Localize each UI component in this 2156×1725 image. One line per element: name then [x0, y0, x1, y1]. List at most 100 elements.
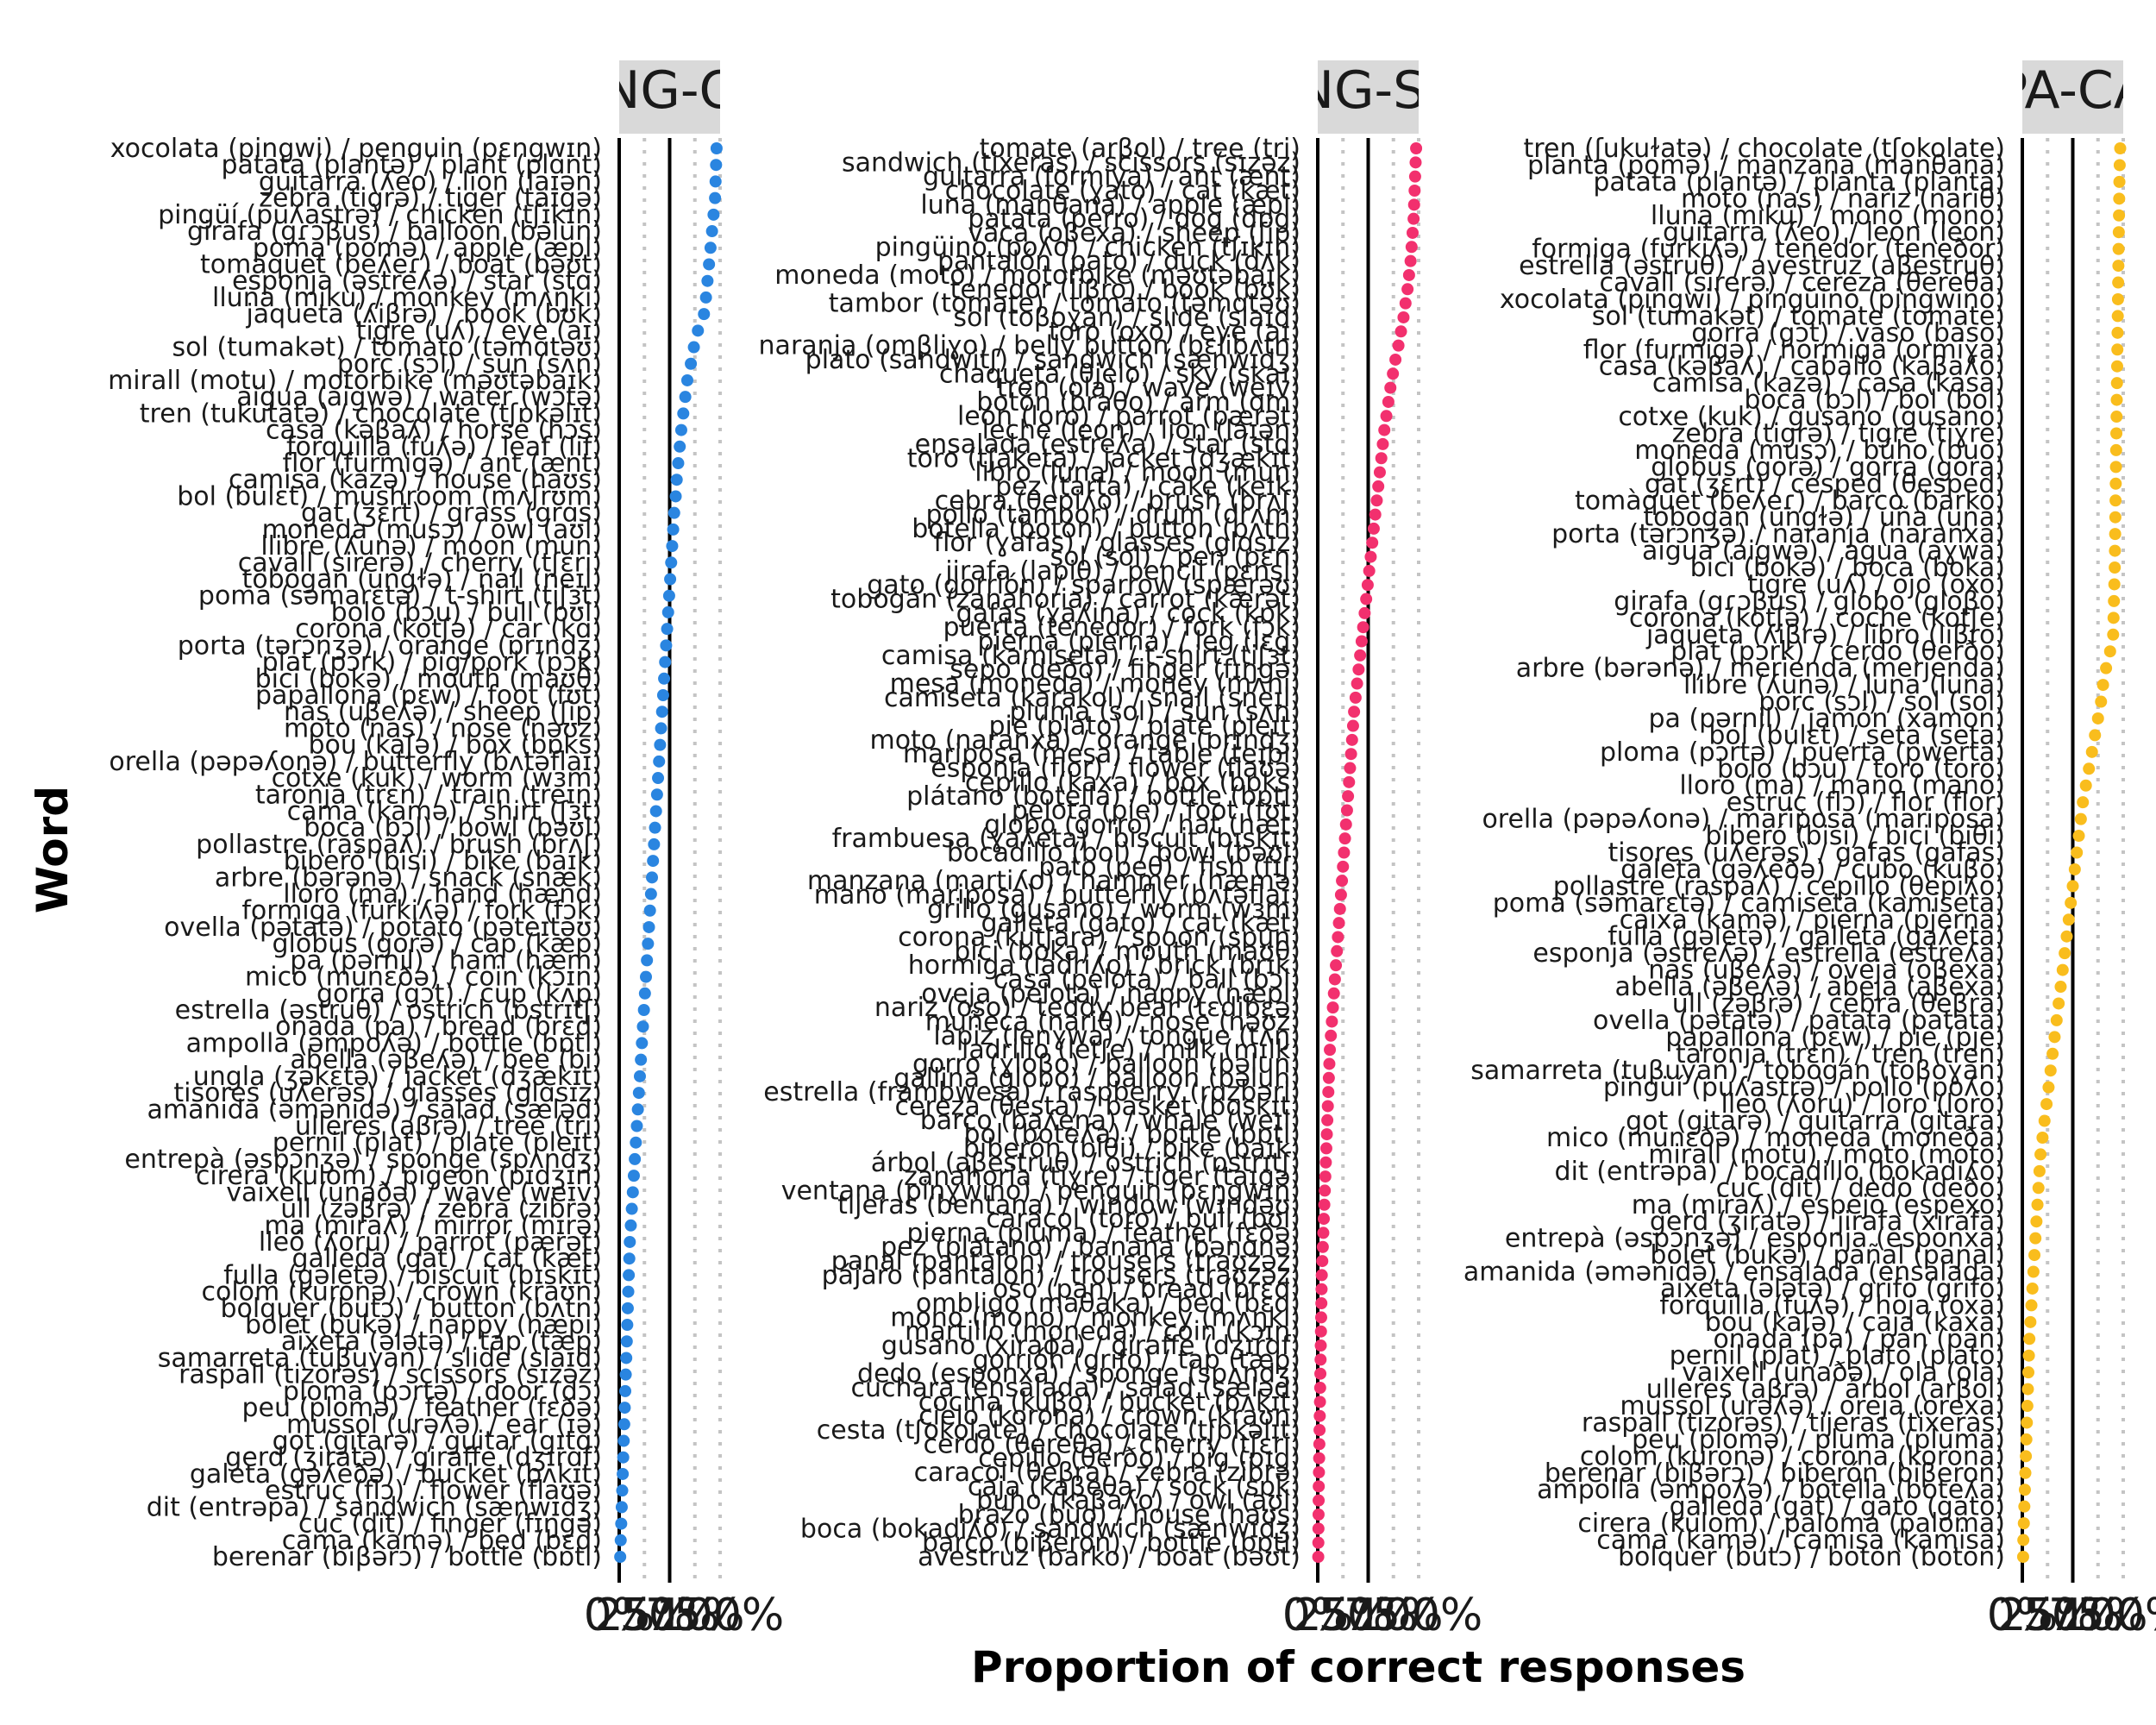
- y-tick-label: gato (gorrión) / sparrow (spærəʊ): [867, 570, 1300, 600]
- data-point: [2109, 461, 2122, 474]
- y-tick-label: plátano (botella) / bottle (bɒtl): [906, 781, 1300, 812]
- data-point: [1313, 1480, 1326, 1493]
- data-point: [1327, 987, 1340, 1000]
- y-tick-label: galleta (gato) / cat (kæt): [981, 908, 1300, 938]
- y-tick-label: gafas (ɣaʎina) / cock (kɒk): [956, 599, 1300, 629]
- y-tick-label: got (gitarə) / guitar (gɪtɑ): [273, 1427, 602, 1457]
- y-tick-label: mesa (moneda) / money (mʌni): [890, 669, 1300, 699]
- y-tick-label: taronja (trɛn) / tren (tren): [1676, 1039, 2005, 1070]
- data-point: [1387, 367, 1400, 380]
- data-point: [636, 1020, 649, 1033]
- data-point: [2095, 695, 2108, 708]
- data-point: [623, 1269, 636, 1282]
- data-point: [2038, 1114, 2051, 1127]
- y-tick-label: globus (gorə) / cap (kæp): [273, 929, 602, 959]
- y-tick-label: moto (naranxa) / orange (ɒrɪndʒ): [869, 725, 1300, 756]
- data-point: [1355, 635, 1368, 648]
- data-point: [637, 1004, 650, 1017]
- y-tick-label: bol (boteʎa) / bottle (bɒtl): [964, 1120, 1300, 1150]
- data-point: [1318, 1198, 1331, 1211]
- data-point: [707, 208, 720, 221]
- data-point: [2110, 411, 2123, 423]
- y-tick-label: hormiga (ladriʎo) / brick (brɪk): [908, 950, 1300, 981]
- data-point: [2040, 1098, 2053, 1111]
- y-tick-label: camisa (kazə) / house (haʊs): [229, 465, 602, 495]
- y-tick-label: camiseta (karakol) / snail (sneɪl): [884, 683, 1300, 713]
- data-point: [665, 556, 678, 569]
- data-point: [623, 1252, 636, 1265]
- data-point: [2021, 1400, 2034, 1413]
- data-point: [661, 605, 674, 618]
- y-tick-label: caixa (kamə) / pierna (pjerna): [1620, 905, 2005, 935]
- data-point: [617, 1434, 630, 1447]
- data-point: [2112, 276, 2125, 289]
- y-tick-label: ovella (pətatə) / patata (patata): [1593, 1006, 2005, 1036]
- y-tick-label: papallona (pɛw) / foot (fʊt): [255, 681, 602, 711]
- data-point: [1348, 706, 1361, 718]
- data-point: [2033, 1164, 2046, 1177]
- y-tick-label: tenedor (liβro) / book (bʊk): [950, 274, 1300, 304]
- data-point: [2089, 729, 2102, 742]
- x-axis-title: Proportion of correct responses: [971, 1642, 1745, 1692]
- y-tick-label: tigre (uʎ) / ojo (oxo): [1747, 569, 2005, 599]
- data-point: [1315, 1297, 1328, 1310]
- data-point: [1315, 1283, 1328, 1295]
- data-point: [621, 1302, 634, 1314]
- y-tick-label: galeta (gəʎeðə) / cubo (kuβo): [1620, 855, 2005, 885]
- data-point: [2034, 1148, 2047, 1161]
- y-tick-label: nariz (oso) / teddy bear (tɛdibɛə): [874, 993, 1300, 1023]
- panel-eng-spa: NG-SI 0%25%50%75%100% tomate (arβol) / tre…: [759, 60, 1482, 1641]
- y-tick-label: panal (pantalon) / trousers (traʊzəz): [831, 1246, 1300, 1276]
- y-tick-label: arbre (bərənə) / snack (snæk): [215, 862, 602, 893]
- y-tick-label: zebra (tigrə) / tiger (taɪgə): [259, 184, 602, 214]
- y-tick-label: sol (sol) / pen (pɛn): [1050, 543, 1301, 573]
- data-point: [1313, 1466, 1326, 1479]
- y-tick-label: porc (sɔl) / sol (sol): [1758, 687, 2005, 718]
- data-point: [2109, 511, 2122, 524]
- y-tick-label: martillo (moneda) / coin (kɔɪn): [905, 1317, 1300, 1347]
- y-tick-label: pájaro (pantalon) / trousers (traʊzəz): [822, 1260, 1300, 1290]
- y-tick-label: berenar (biβərɔ) / biberón (biβeron): [1545, 1458, 2005, 1489]
- y-tick-label: peu (plomə) / pluma (pluma): [1632, 1425, 2005, 1455]
- y-tick-label: casa (kəβaʎ) / caballo (kaβaʎo): [1599, 352, 2005, 382]
- y-tick-label: esponja (flor) / flower (flaʊə): [931, 754, 1300, 784]
- y-tick-label: ma (miraʎ) / mirror (mɪrə): [264, 1211, 602, 1241]
- y-tick-label: bolquer (butɔ) / button (bʌtn): [221, 1294, 602, 1324]
- data-point: [2113, 175, 2126, 188]
- y-tick-label: tisores (uʎerəs) / glasses (glɑsɪz): [173, 1078, 602, 1108]
- y-tick-label: pelota (pie) / foot (fʊt): [1012, 796, 1300, 826]
- y-tick-label: girafa (gɾɔβus) / globo (gloβo): [1614, 586, 2005, 617]
- data-point: [619, 1384, 632, 1397]
- y-tick-label: biberó (bisi) / bici (biθi): [1705, 821, 2005, 851]
- data-point: [643, 904, 656, 917]
- y-tick-label: poma (səmarɛtə) / t-shirt (tiʃɜt): [198, 581, 602, 612]
- y-tick-label: bol (bulɛt) / seta (seta): [1708, 720, 2005, 750]
- y-tick-label: cavall (sirerə) / cereza (θereθa): [1599, 268, 2005, 298]
- y-tick-label: buho (kaβaʎo) / owl (aʊl): [976, 1486, 1300, 1516]
- data-point: [650, 788, 663, 801]
- y-tick-label: tigre (uʎ) / eye (aɪ): [356, 316, 602, 346]
- data-point: [1389, 353, 1402, 366]
- y-tick-label: colom (kuronə) / corona (korona): [1580, 1441, 2005, 1471]
- data-point: [1408, 184, 1421, 197]
- data-point: [617, 1451, 630, 1464]
- data-point: [661, 623, 674, 636]
- y-tick-label: patata (plantə) / plant (plɑnt): [221, 150, 602, 180]
- data-point: [1326, 1015, 1338, 1028]
- data-point: [1408, 170, 1421, 183]
- y-tick-label: oso (pan) / bread (brɛd): [993, 1275, 1300, 1305]
- data-point: [617, 1467, 630, 1480]
- data-point: [2017, 1534, 2030, 1546]
- y-tick-label: mico (munɛðə) / coin (kɔɪn): [245, 963, 602, 993]
- y-tick-label: flor (furmigə) / hormiga (ormiɣa): [1583, 335, 2005, 365]
- data-point: [2112, 260, 2125, 273]
- data-point: [1343, 775, 1356, 788]
- data-point: [2077, 796, 2090, 809]
- data-point: [1312, 1551, 1325, 1563]
- y-tick-label: moto (nas) / nariz (nariθ): [1681, 184, 2005, 214]
- data-point: [2111, 310, 2124, 323]
- y-tick-label: llibre (ʎunə) / moon (mun): [260, 531, 602, 561]
- data-point: [1342, 790, 1355, 803]
- y-tick-label: bici (bokə) / mouth (maʊθ): [255, 664, 602, 694]
- y-tick-label: toro (tʃaketa) / jacket (dʒækɪt): [907, 443, 1300, 474]
